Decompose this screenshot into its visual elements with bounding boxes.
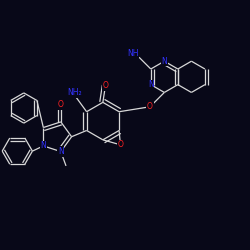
Text: N: N — [162, 57, 167, 66]
Text: O: O — [102, 81, 108, 90]
Text: N: N — [148, 80, 154, 89]
Text: NH: NH — [127, 49, 138, 58]
Text: N: N — [40, 142, 46, 150]
Text: O: O — [147, 102, 153, 111]
Text: O: O — [118, 140, 123, 149]
Text: O: O — [58, 100, 64, 110]
Text: N: N — [58, 147, 64, 156]
Text: NH₂: NH₂ — [68, 88, 82, 97]
